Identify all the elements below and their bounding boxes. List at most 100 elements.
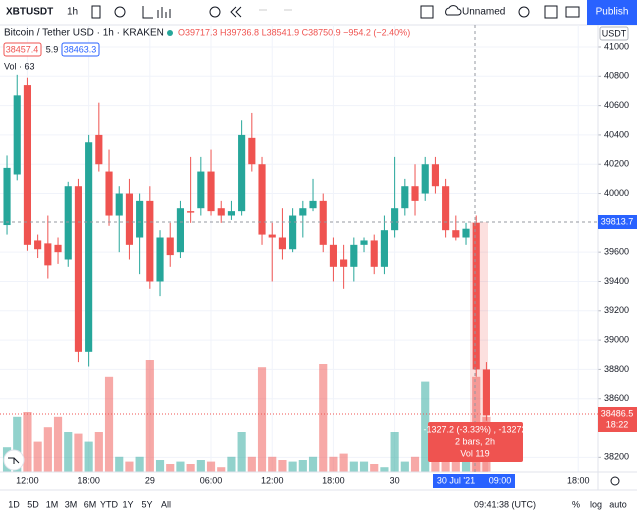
candle-body xyxy=(176,208,184,253)
y-tick-label: 38800 xyxy=(604,364,629,374)
toolbar xyxy=(0,0,637,25)
volume-bar xyxy=(421,381,430,472)
volume-bar xyxy=(166,464,175,472)
publish-button[interactable] xyxy=(587,0,637,25)
candle-body xyxy=(105,171,113,216)
y-tick-label: 39600 xyxy=(604,247,629,257)
percent-toggle[interactable]: % xyxy=(572,499,580,509)
volume-bar xyxy=(217,467,226,472)
volume-bar xyxy=(94,432,103,472)
volume-bar xyxy=(441,456,450,472)
candle-body xyxy=(95,134,103,165)
volume-bar xyxy=(400,461,409,472)
x-tick-label: 29 xyxy=(145,475,155,485)
symbol[interactable]: XBTUSDT xyxy=(6,7,53,18)
volume-bar xyxy=(247,456,256,472)
range-button[interactable]: YTD xyxy=(100,499,119,509)
currency[interactable]: USDT xyxy=(602,28,627,38)
measure-box xyxy=(428,422,523,462)
volume-bar xyxy=(176,461,185,472)
log-toggle[interactable]: log xyxy=(590,499,602,509)
logo-mark xyxy=(8,457,20,464)
y-tick-label: 40800 xyxy=(604,71,629,81)
market-status xyxy=(167,30,173,36)
candle-body xyxy=(146,200,154,282)
x-tick-label: 12:00 xyxy=(261,475,284,485)
candle-body xyxy=(238,134,246,212)
y-tick-label: 39400 xyxy=(604,276,629,286)
volume-bar xyxy=(13,416,22,472)
volume-bar xyxy=(53,416,63,472)
ask[interactable]: 38463.3 xyxy=(64,44,97,54)
auto-toggle[interactable]: auto xyxy=(609,499,627,509)
candle-body xyxy=(197,171,205,209)
volume-bar xyxy=(74,433,83,472)
candle-body xyxy=(268,234,276,238)
volume-bar xyxy=(196,460,205,472)
settings-icon[interactable] xyxy=(610,476,620,486)
volume-bar xyxy=(33,441,42,472)
clock: 09:41:38 (UTC) xyxy=(474,499,536,509)
candle-body xyxy=(329,244,337,267)
volume-bar xyxy=(298,460,307,472)
x-tick-label: 30 xyxy=(390,475,400,485)
toolbar-icons[interactable] xyxy=(91,5,580,19)
candle-body xyxy=(258,164,266,235)
candle-body xyxy=(350,244,358,267)
volume-bar xyxy=(64,432,73,472)
candle-body xyxy=(319,200,327,245)
range-button[interactable]: 1Y xyxy=(122,499,133,509)
volume-bar xyxy=(115,456,124,472)
volume-bar xyxy=(329,456,338,472)
candle-body xyxy=(64,186,72,260)
legend-ohlc: O39717.3 H39736.8 L38541.9 C38750.9 −954… xyxy=(178,27,410,37)
candle-body xyxy=(482,369,490,416)
volume-bar xyxy=(278,460,287,472)
measure-volume: Vol 119 xyxy=(460,448,489,458)
x-tick-label: 18:00 xyxy=(77,475,100,485)
layout-name[interactable]: Unnamed xyxy=(462,7,505,18)
last-price-box xyxy=(598,407,637,432)
candle-body xyxy=(34,240,42,250)
volume-bar xyxy=(155,460,165,472)
range-button[interactable]: 1D xyxy=(8,499,20,509)
crosshair-time-box xyxy=(433,474,515,488)
range-button[interactable]: 5D xyxy=(27,499,39,509)
bid[interactable]: 38457.4 xyxy=(6,44,39,54)
bid-box[interactable] xyxy=(3,42,42,57)
volume-bar xyxy=(380,467,389,472)
range-button[interactable]: 5Y xyxy=(141,499,152,509)
range-button[interactable]: All xyxy=(161,499,171,509)
y-tick-label: 41000 xyxy=(604,41,629,51)
candle-body xyxy=(3,167,11,226)
interval[interactable]: 1h xyxy=(67,7,78,18)
volume-bar xyxy=(390,432,399,472)
y-tick-label: 40600 xyxy=(604,100,629,110)
publish-label[interactable]: Publish xyxy=(596,7,629,18)
candle-body xyxy=(391,208,399,231)
y-tick-label: 38200 xyxy=(604,452,629,462)
candle-body xyxy=(207,171,215,212)
y-tick-label: 39200 xyxy=(604,305,629,315)
currency-box[interactable] xyxy=(599,26,629,41)
range-button[interactable]: 6M xyxy=(84,499,97,509)
candle-body xyxy=(289,215,297,250)
measure-change: -1327.2 (-3.33%) , -13272 xyxy=(423,424,526,434)
candle-body xyxy=(125,193,134,245)
candle-body xyxy=(380,230,388,267)
ask-box[interactable] xyxy=(61,42,100,57)
volume-bar xyxy=(186,464,195,472)
range-button[interactable]: 3M xyxy=(65,499,78,509)
volume-bar xyxy=(349,461,358,472)
candle-body xyxy=(309,200,317,209)
spread: 5.9 xyxy=(46,44,59,54)
volume-bar xyxy=(206,461,216,472)
candle-body xyxy=(136,200,144,238)
range-button[interactable]: 1M xyxy=(46,499,59,509)
legend-volume: Vol · 63 xyxy=(4,61,35,71)
candle-body xyxy=(54,244,62,253)
candle-body xyxy=(227,211,235,216)
y-tick-label: 39000 xyxy=(604,334,629,344)
x-tick-label: 06:00 xyxy=(200,475,223,485)
chart-pane: 38200 38600 38800 39000 39200 39400 39600 40000… xyxy=(0,25,629,485)
